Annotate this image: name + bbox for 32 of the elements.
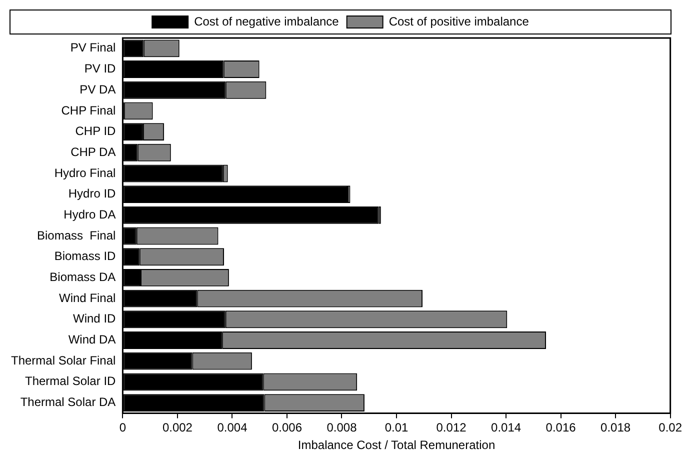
y-tick-label: Biomass Final [37,228,116,242]
y-tick-label: CHP DA [70,144,116,159]
x-tick-label: 0.014 [491,420,522,435]
y-tick-label: Thermal Solar ID [25,374,116,388]
x-tick-label: 0.018 [600,420,631,435]
y-tick-label: Hydro Final [54,166,116,180]
y-tick-label: PV ID [84,62,116,76]
y-tick-label: Thermal Solar Final [11,353,116,368]
x-tick-label: 0.002 [162,420,193,435]
x-tick-label: 0 [119,420,126,435]
y-tick-label: CHP ID [75,124,116,138]
x-tick-label: 0.02 [658,420,682,435]
x-axis-title: Imbalance Cost / Total Remuneration [298,438,496,452]
x-tick-label: 0.006 [272,420,302,435]
y-tick-label: CHP Final [61,103,116,118]
y-tick-label: Biomass ID [54,249,116,264]
y-tick-label: Wind DA [68,332,116,347]
y-tick-label: Wind Final [59,290,116,305]
x-tick-label: 0.008 [326,420,358,435]
y-tick-label: Wind ID [73,312,116,326]
y-tick-label: Thermal Solar DA [20,395,116,410]
y-tick-label: PV DA [80,82,116,96]
x-tick-label: 0.012 [436,420,467,435]
legend-label: Cost of positive imbalance [388,14,530,28]
y-tick-label: PV Final [70,40,116,55]
y-tick-label: Hydro ID [68,186,116,201]
legend-label: Cost of negative imbalance [194,14,340,28]
x-tick-label: 0.01 [384,420,409,435]
y-tick-label: Biomass DA [50,270,116,284]
x-tick-label: 0.016 [546,420,576,435]
x-tick-label: 0.004 [217,420,248,435]
y-tick-label: Hydro DA [64,207,116,222]
